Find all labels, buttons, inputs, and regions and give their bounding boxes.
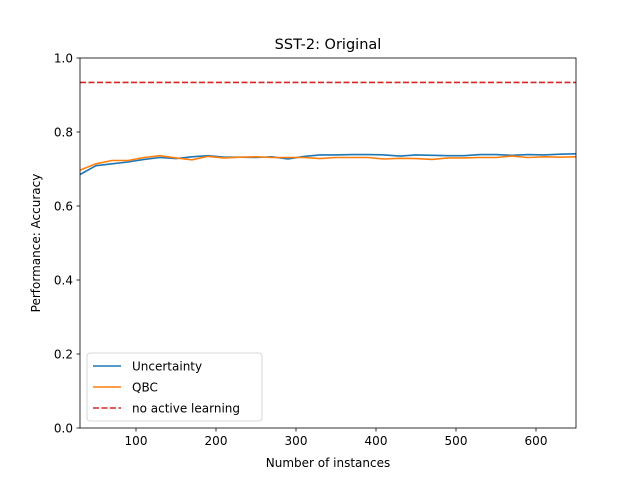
- legend: Uncertainty QBC no active learning: [86, 352, 263, 422]
- x-axis: 100 200 300 400 500 600: [125, 428, 548, 448]
- series-line-uncertainty: [79, 153, 577, 176]
- x-tick-label: 200: [205, 434, 228, 448]
- y-tick-label: 0.0: [54, 422, 73, 436]
- legend-label: QBC: [132, 381, 158, 395]
- y-tick-label: 0.4: [54, 274, 73, 288]
- x-tick-label: 600: [525, 434, 548, 448]
- legend-label: no active learning: [132, 402, 240, 416]
- y-tick-label: 0.6: [54, 200, 73, 214]
- x-tick-label: 500: [445, 434, 468, 448]
- series-line-qbc: [79, 154, 577, 171]
- x-tick-label: 300: [285, 434, 308, 448]
- x-tick-label: 400: [365, 434, 388, 448]
- x-tick-label: 100: [125, 434, 148, 448]
- y-axis-label: Performance: Accuracy: [29, 174, 43, 313]
- y-tick-label: 0.2: [54, 348, 73, 362]
- y-axis: 0.0 0.2 0.4 0.6 0.8 1.0: [54, 52, 80, 436]
- legend-label: Uncertainty: [132, 360, 202, 374]
- y-tick-label: 0.8: [54, 126, 73, 140]
- axes-frame: [79, 57, 577, 429]
- legend-box: [86, 352, 263, 422]
- chart-title: SST-2: Original: [275, 37, 382, 53]
- y-tick-label: 1.0: [54, 52, 73, 66]
- x-axis-label: Number of instances: [266, 456, 391, 470]
- series-layer: [79, 81, 577, 176]
